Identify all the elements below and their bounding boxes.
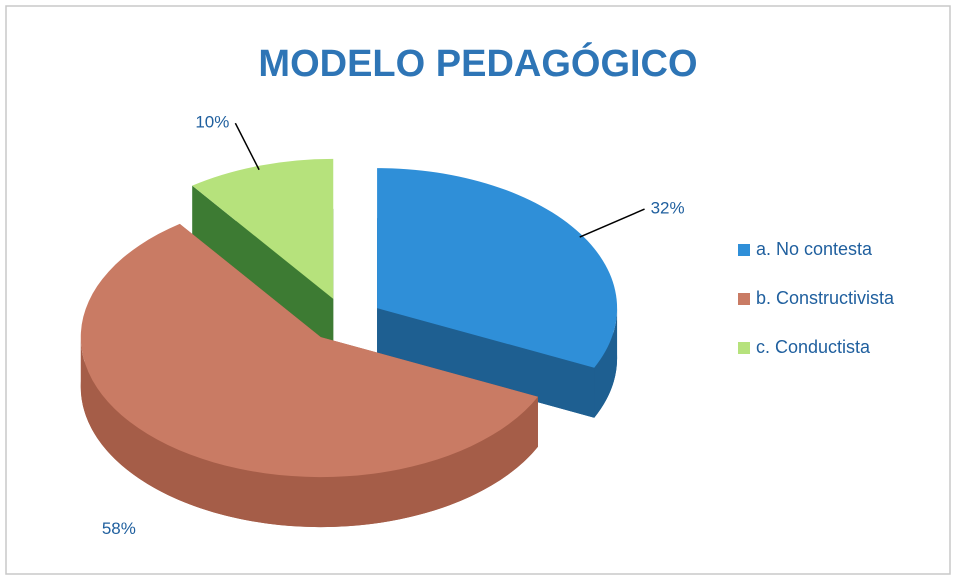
slice <box>377 168 618 368</box>
slice <box>80 223 538 478</box>
legend-swatch <box>738 244 750 256</box>
chart-title: MODELO PEDAGÓGICO <box>258 41 697 85</box>
leader-line <box>234 122 260 171</box>
slice <box>192 158 334 299</box>
legend-label: b. Constructivista <box>756 288 895 308</box>
slice-radial-wall <box>192 185 334 349</box>
data-label: 10% <box>195 113 229 132</box>
legend-label: c. Conductista <box>756 337 871 357</box>
legend-swatch <box>738 342 750 354</box>
legend-swatch <box>738 293 750 305</box>
data-label: 58% <box>102 519 136 538</box>
leader-line <box>579 208 645 238</box>
slice-outer-wall <box>594 308 618 418</box>
slice-outer-wall <box>80 337 538 528</box>
data-label: 32% <box>651 199 685 218</box>
slice-radial-wall <box>377 308 595 418</box>
legend-label: a. No contesta <box>756 239 873 259</box>
